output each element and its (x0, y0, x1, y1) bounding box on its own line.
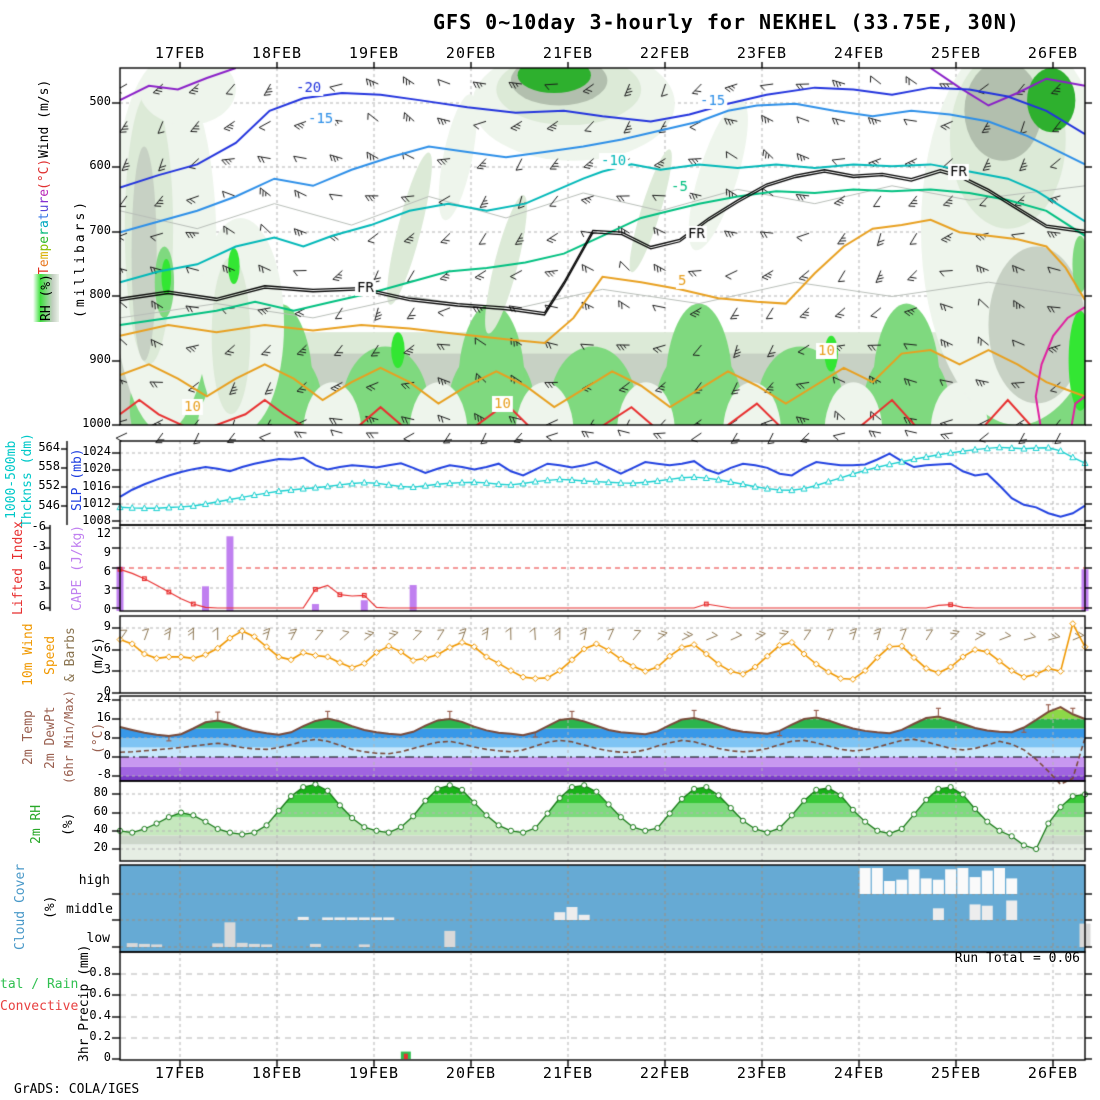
slp-tick-label: 1024 (82, 444, 111, 458)
pressure-tick-label: 600 (89, 158, 111, 172)
x-axis-date-label-top: 23FEB (736, 44, 788, 62)
millibars-axis-label: (millibars) (73, 198, 88, 318)
temp2m-tick-label: 24 (96, 691, 111, 705)
precip-axis-label: 3hr Precip (mm) (77, 944, 92, 1062)
x-axis-date-label-top: 26FEB (1027, 44, 1079, 62)
precip-tick-label: 0 (103, 1050, 111, 1064)
thickness-tick-label: 552 (38, 478, 60, 492)
x-axis-date-label-top: 24FEB (833, 44, 885, 62)
cape-tick-label: 3 (103, 583, 111, 597)
cape-tick-label: 0 (103, 602, 111, 616)
lifted-index-tick-label: -3 (31, 539, 46, 553)
x-axis-date-label-bottom: 21FEB (542, 1064, 594, 1082)
precip-tick-label: 0.8 (89, 965, 111, 979)
wind10m-tick-label: 9 (103, 619, 111, 633)
rh2m-tick-label: 80 (93, 785, 108, 799)
rh-axis-label: RH (%) (38, 274, 54, 322)
lifted-index-tick-label: 6 (38, 599, 46, 613)
rh2m-tick-label: 20 (93, 840, 108, 854)
slp-tick-label: 1008 (82, 513, 111, 527)
wind10m-axis-label-2: Speed (43, 635, 58, 675)
temperature-letter: r (37, 228, 52, 236)
thickness-tick-label: 564 (38, 440, 60, 454)
x-axis-date-label-bottom: 19FEB (348, 1064, 400, 1082)
dewpt2m-axis-label: 2m DewPt (43, 706, 58, 770)
pressure-tick-label: 700 (89, 223, 111, 237)
pressure-tick-label: 900 (89, 352, 111, 366)
pressure-tick-label: 500 (89, 94, 111, 108)
temp2m-tick-label: 8 (103, 729, 111, 743)
wind10m-tick-label: 0 (103, 684, 111, 698)
temperature-letter: e (37, 188, 52, 197)
page-title: GFS 0~10day 3-hourly for NEKHEL (33.75E,… (433, 10, 1020, 34)
x-axis-date-label-top: 20FEB (445, 44, 497, 62)
lifted-index-tick-label: 3 (38, 579, 46, 593)
x-axis-date-label-bottom: 25FEB (930, 1064, 982, 1082)
total-rain-label: tal / Rain (0, 977, 79, 992)
temp2m-tick-label: 0 (103, 748, 111, 762)
x-axis-date-label-bottom: 17FEB (154, 1064, 206, 1082)
precip-tick-label: 0.2 (89, 1029, 111, 1043)
cloud-unit-label: (%) (43, 895, 58, 919)
cape-tick-label: 9 (103, 545, 111, 559)
cloud-row-high-label: high (78, 873, 110, 888)
thickness-tick-label: 558 (38, 459, 60, 473)
x-axis-date-label-top: 18FEB (251, 44, 303, 62)
wind10m-axis-label-1: 10m Wind (21, 623, 36, 687)
x-axis-date-label-top: 22FEB (639, 44, 691, 62)
cloud-row-middle-label: middle (66, 902, 113, 917)
rh-legend-swatch: RH (%) (33, 274, 59, 322)
cape-tick-label: 12 (96, 526, 111, 540)
run-total-text: Run Total = 0.06 (954, 951, 1080, 966)
thickness-tick-label: 546 (38, 498, 60, 512)
x-axis-date-label-top: 19FEB (348, 44, 400, 62)
slp-tick-label: 1012 (82, 496, 111, 510)
x-axis-date-label-top: 17FEB (154, 44, 206, 62)
temperature-letter: r (37, 196, 52, 205)
lifted-index-tick-label: 0 (38, 559, 46, 573)
temp2m-axis-label: 2m Temp (21, 710, 36, 766)
x-axis-date-label-top: 21FEB (542, 44, 594, 62)
x-axis-date-label-bottom: 24FEB (833, 1064, 885, 1082)
precip-tick-label: 0.4 (89, 1008, 111, 1022)
temp2m-tick-label: 16 (96, 710, 111, 724)
grads-credit: GrADS: COLA/IGES (14, 1082, 140, 1097)
pressure-tick-label: 800 (89, 287, 111, 301)
temp2m-tick-label: -8 (96, 767, 111, 781)
temperature-letter: p (37, 243, 52, 252)
precip-tick-label: 0.6 (89, 986, 111, 1000)
wind10m-tick-label: 3 (103, 662, 111, 676)
convective-label: Convective (0, 999, 79, 1014)
x-axis-date-label-bottom: 26FEB (1027, 1064, 1079, 1082)
rh2m-tick-label: 40 (93, 822, 108, 836)
x-axis-date-label-top: 25FEB (930, 44, 982, 62)
cape-tick-label: 6 (103, 564, 111, 578)
slp-tick-label: 1020 (82, 461, 111, 475)
slp-tick-label: 1016 (82, 479, 111, 493)
pressure-tick-label: 1000 (82, 416, 111, 430)
x-axis-date-label-bottom: 22FEB (639, 1064, 691, 1082)
temperature-letter: a (37, 220, 52, 229)
x-axis-date-label-bottom: 20FEB (445, 1064, 497, 1082)
rh2m-axis-label: 2m RH (29, 804, 44, 844)
x-axis-date-label-bottom: 18FEB (251, 1064, 303, 1082)
lifted-index-tick-label: -6 (31, 519, 46, 533)
temperature-letter: e (37, 235, 52, 244)
temperature-letter: u (37, 204, 52, 213)
temperature-axis-label: Temperature (37, 186, 52, 278)
temperature-letter: m (37, 251, 52, 260)
cloud-cover-axis-label: Cloud Cover (13, 863, 28, 951)
rh2m-tick-label: 60 (93, 804, 108, 818)
wind10m-tick-label: 6 (103, 641, 111, 655)
temperature-letter: t (37, 212, 52, 221)
x-axis-date-label-bottom: 23FEB (736, 1064, 788, 1082)
cloud-row-low-label: low (86, 931, 110, 946)
